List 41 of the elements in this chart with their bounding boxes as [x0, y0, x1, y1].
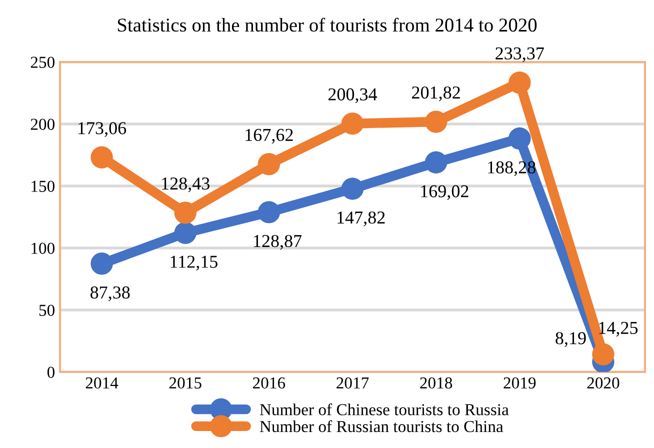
y-tick-label: 100	[32, 242, 55, 254]
data-label: 169,02	[421, 185, 468, 200]
x-tick-label: 2018	[420, 377, 452, 389]
x-tick-label: 2020	[587, 377, 620, 389]
y-tick-label: 250	[30, 56, 55, 68]
y-tick-label: 200	[30, 118, 55, 130]
point	[174, 202, 196, 224]
legend-label: Number of Chinese tourists to Russia	[260, 403, 509, 416]
data-label: 147,82	[338, 211, 385, 226]
point	[341, 178, 364, 200]
point	[508, 72, 531, 94]
point	[341, 112, 364, 135]
data-label: 173,06	[78, 122, 126, 137]
legend-label: Number of Russian tourists to China	[260, 420, 504, 432]
point	[258, 153, 280, 176]
x-tick-label: 2019	[504, 377, 536, 389]
y-tick-label: 150	[32, 180, 55, 192]
data-label: 167,62	[246, 128, 293, 144]
data-label: 201,82	[412, 86, 460, 102]
data-label: 200,34	[328, 88, 378, 104]
point	[174, 222, 196, 244]
chart-title: Statistics on the number of tourists from 2014 to 2020	[118, 18, 537, 32]
data-label: 87,38	[90, 286, 130, 302]
x-tick-label: 2015	[169, 377, 202, 389]
data-label: 128,87	[254, 234, 302, 250]
point	[258, 201, 280, 224]
y-tick-label: 0	[47, 366, 55, 378]
point	[90, 146, 113, 169]
data-label: 8,19	[556, 332, 586, 347]
x-tick-label: 2017	[336, 377, 369, 389]
point	[592, 343, 614, 366]
data-label: 112,15	[170, 256, 218, 270]
point	[508, 127, 531, 150]
data-label: 233,37	[496, 47, 544, 62]
point	[424, 151, 448, 174]
x-tick-label: 2016	[252, 377, 286, 389]
x-tick-label: 2014	[86, 377, 118, 389]
y-tick-label: 50	[39, 304, 55, 316]
data-label: 128,43	[162, 177, 210, 192]
point	[424, 110, 448, 133]
point	[90, 252, 113, 275]
